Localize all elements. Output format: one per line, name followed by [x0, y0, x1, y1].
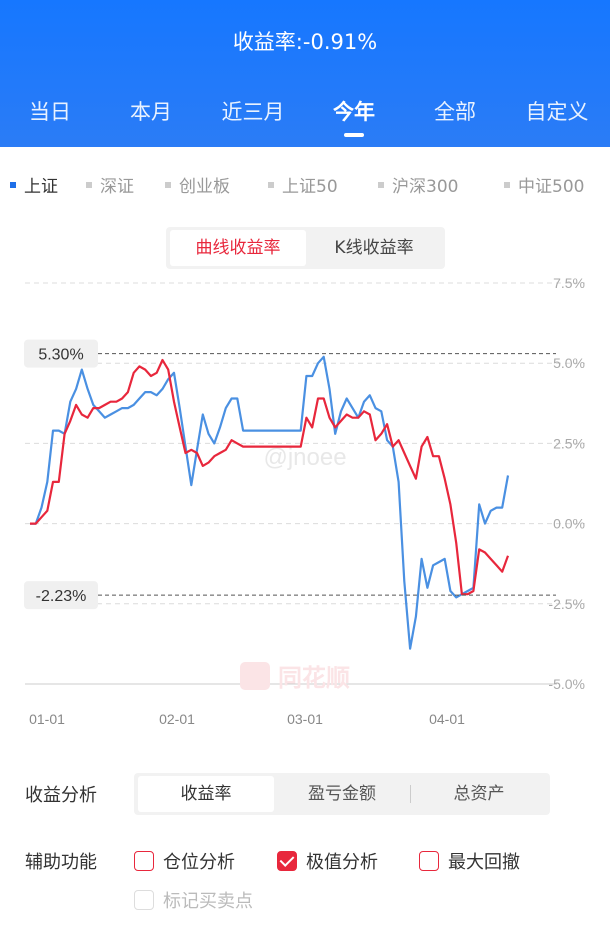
- tab-this-month[interactable]: 本月: [130, 100, 172, 124]
- y-tick-label: 2.5%: [553, 435, 585, 451]
- market-label: 中证500: [518, 177, 585, 197]
- active-tab-indicator: [344, 133, 364, 137]
- watermark-brand: 同花顺: [278, 664, 350, 692]
- x-tick-label: 02-01: [159, 711, 195, 727]
- legend-dot-icon: [86, 182, 92, 188]
- y-tick-label: 7.5%: [553, 275, 585, 291]
- market-label: 沪深300: [392, 177, 459, 197]
- return-rate-title: 收益率:-0.91%: [232, 30, 378, 54]
- max-value-label: 5.30%: [38, 347, 83, 364]
- min-value-badge: [24, 581, 98, 610]
- total-assets-option[interactable]: 总资产: [453, 784, 505, 804]
- watermark-logo-icon: [240, 662, 270, 690]
- tab-this-year[interactable]: 今年: [333, 100, 375, 124]
- checkbox-label: 仓位分析: [163, 852, 235, 873]
- return-rate-option[interactable]: 收益率: [138, 776, 274, 812]
- legend-dot-icon: [504, 182, 510, 188]
- max-drawdown-checkbox[interactable]: 最大回撤: [419, 848, 520, 874]
- header: 收益率:-0.91% 当日 本月 近三月 今年 全部 自定义: [0, 0, 610, 147]
- tab-today[interactable]: 当日: [29, 100, 71, 124]
- checkbox-checked-icon: [277, 851, 297, 871]
- legend-dot-icon: [268, 182, 274, 188]
- checkbox-label: 最大回撤: [448, 852, 520, 873]
- kline-return-button[interactable]: K线收益率: [334, 238, 414, 258]
- max-value-badge: [24, 339, 98, 368]
- y-tick-label: 0.0%: [553, 516, 585, 532]
- market-label: 上证50: [282, 177, 338, 197]
- market-tab-sh[interactable]: 上证: [10, 172, 58, 197]
- profit-loss-option[interactable]: 盈亏金额: [308, 784, 376, 804]
- series-line-index: [30, 355, 510, 650]
- return-chart: 7.5% 5.0% 2.5% 0.0% -2.5% -5.0% 01-01 02-01 03-0…: [24, 275, 585, 727]
- market-tab-sh50[interactable]: 上证50: [268, 172, 338, 197]
- y-tick-label: -2.5%: [548, 596, 585, 612]
- y-tick-label: 5.0%: [553, 355, 585, 371]
- analysis-segment: 收益率 盈亏金额 总资产: [134, 773, 550, 815]
- checkbox-disabled-icon: [134, 890, 154, 910]
- chart-type-toggle: 曲线收益率 K线收益率: [166, 227, 445, 269]
- series-line-portfolio: [30, 358, 510, 596]
- legend-dot-icon: [165, 182, 171, 188]
- y-tick-label: -5.0%: [548, 676, 585, 692]
- tab-all[interactable]: 全部: [434, 100, 476, 124]
- tab-last-three-months[interactable]: 近三月: [221, 100, 285, 124]
- market-label: 上证: [24, 177, 58, 197]
- x-tick-label: 04-01: [429, 711, 465, 727]
- checkbox-label: 极值分析: [306, 852, 378, 873]
- aux-label: 辅助功能: [25, 852, 97, 873]
- market-tab-sz[interactable]: 深证: [86, 172, 134, 197]
- watermark-user: @jnoee: [263, 444, 346, 471]
- tab-custom[interactable]: 自定义: [525, 100, 589, 124]
- position-analysis-checkbox[interactable]: 仓位分析: [134, 848, 235, 874]
- x-tick-label: 03-01: [287, 711, 323, 727]
- curve-return-button[interactable]: 曲线收益率: [170, 230, 306, 266]
- checkbox-unchecked-icon: [134, 851, 154, 871]
- mark-trades-checkbox: 标记买卖点: [134, 887, 253, 913]
- market-label: 深证: [100, 177, 134, 197]
- market-tab-csi500[interactable]: 中证500: [504, 172, 584, 197]
- checkbox-label: 标记买卖点: [163, 891, 253, 912]
- extreme-analysis-checkbox[interactable]: 极值分析: [277, 848, 378, 874]
- legend-dot-icon: [10, 182, 16, 188]
- market-tab-chinext[interactable]: 创业板: [165, 172, 230, 197]
- checkbox-unchecked-icon: [419, 851, 439, 871]
- x-tick-label: 01-01: [29, 711, 65, 727]
- legend-dot-icon: [378, 182, 384, 188]
- segment-divider: [410, 785, 411, 803]
- analysis-label: 收益分析: [25, 785, 97, 806]
- market-tab-csi300[interactable]: 沪深300: [378, 172, 458, 197]
- market-label: 创业板: [179, 177, 230, 197]
- min-value-label: -2.23%: [36, 588, 87, 605]
